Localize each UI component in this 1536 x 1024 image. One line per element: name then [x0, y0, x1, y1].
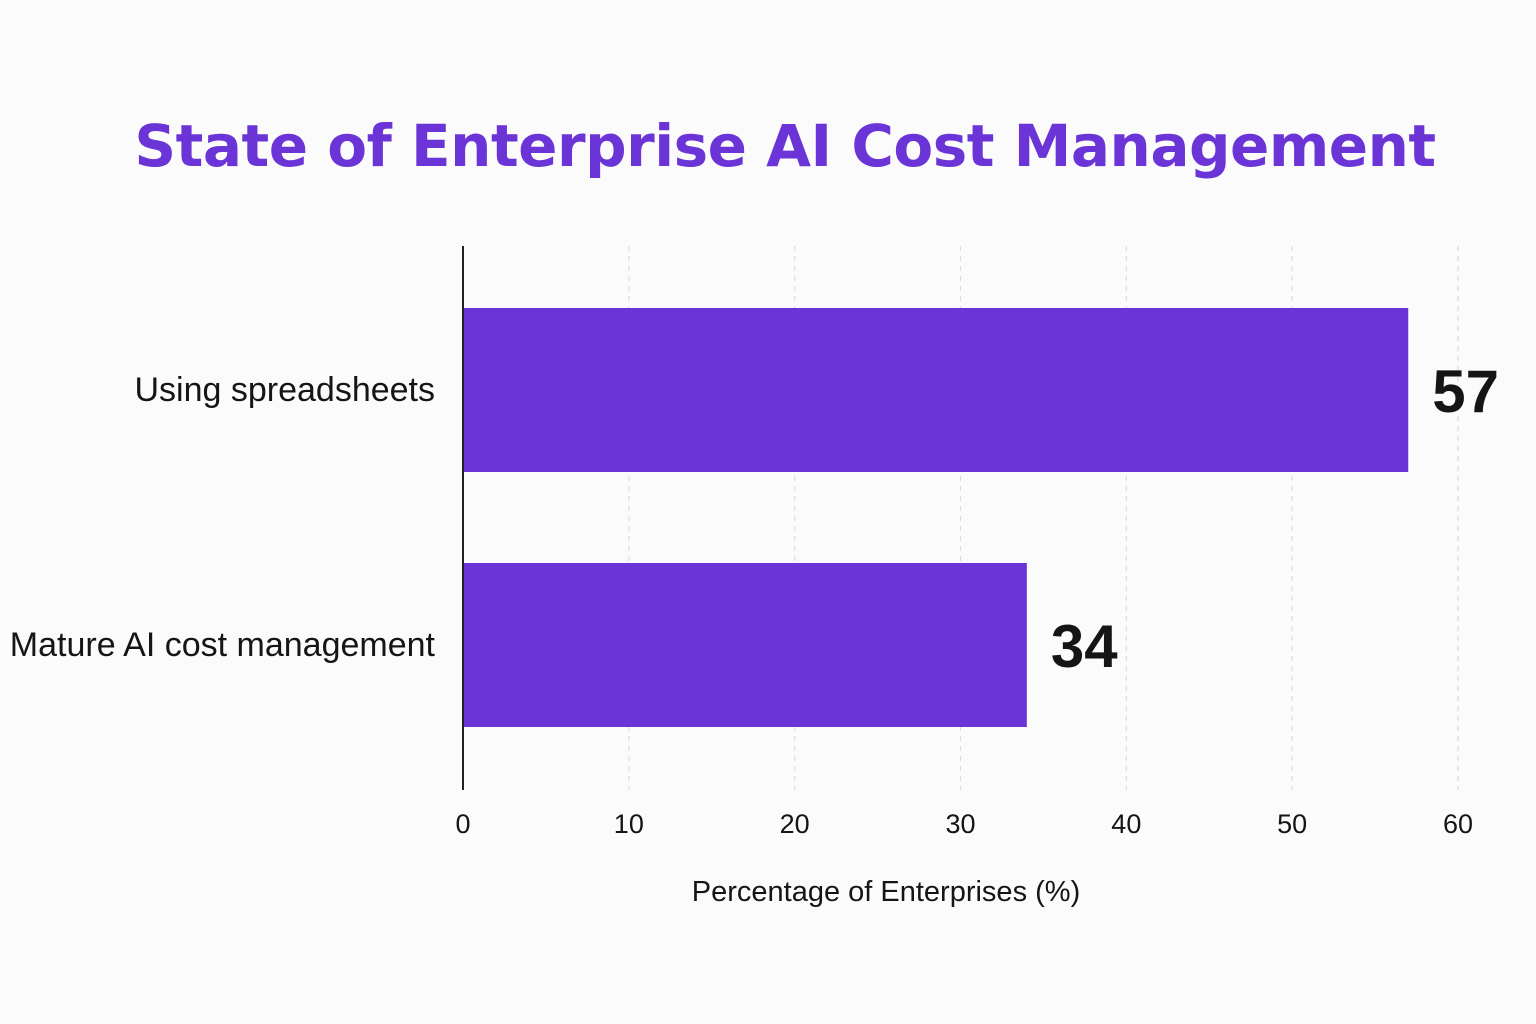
x-tick-label: 10 — [614, 809, 644, 839]
x-tick-label: 60 — [1443, 809, 1473, 839]
value-label: 34 — [1051, 613, 1118, 680]
x-tick-label: 0 — [455, 809, 470, 839]
bar — [463, 563, 1027, 727]
chart-title: State of Enterprise AI Cost Management — [134, 112, 1436, 180]
x-tick-label: 20 — [780, 809, 810, 839]
x-tick-label: 50 — [1277, 809, 1307, 839]
bars — [463, 308, 1409, 727]
bar — [463, 308, 1409, 472]
x-tick-label: 40 — [1111, 809, 1141, 839]
category-label: Using spreadsheets — [134, 371, 435, 409]
value-labels: 57 34 — [1051, 358, 1499, 680]
category-label: Mature AI cost management — [10, 626, 436, 664]
x-axis-title: Percentage of Enterprises (%) — [692, 876, 1080, 908]
category-labels: Using spreadsheets Mature AI cost managem… — [10, 371, 436, 664]
x-axis-ticks: 0 10 20 30 40 50 60 — [455, 809, 1473, 839]
x-tick-label: 30 — [945, 809, 975, 839]
value-label: 57 — [1432, 358, 1499, 425]
